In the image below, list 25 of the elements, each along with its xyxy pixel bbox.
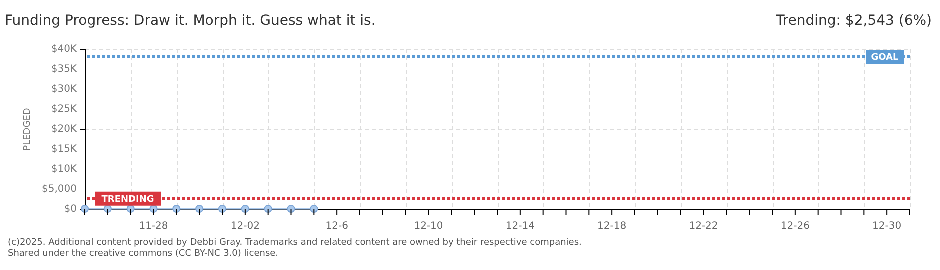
ref-line-label: GOAL <box>871 53 900 63</box>
x-tick-label: 12-02 <box>230 221 260 232</box>
x-tick-label: 12-30 <box>872 221 902 232</box>
y-tick-label: $40K <box>51 44 78 55</box>
x-tick-label: 12-22 <box>689 221 718 232</box>
y-tick-label: $5,000 <box>42 184 77 195</box>
text: Shared under the creative commons (CC BY-NC 3.0) license. <box>8 249 279 259</box>
x-tick-label: 12-18 <box>598 221 627 232</box>
y-tick-label: $35K <box>51 64 78 75</box>
x-tick-label: 12-26 <box>780 221 810 232</box>
y-tick-label: $0 <box>64 204 77 215</box>
x-tick-label: 11-28 <box>139 221 168 232</box>
y-tick-label: $25K <box>51 104 78 115</box>
ref-line-label: TRENDING <box>102 194 154 205</box>
y-tick-label: $10K <box>51 164 78 175</box>
chart-subtitle: Trending: $2,543 (6%) <box>775 13 932 29</box>
x-tick-label: 12-10 <box>414 221 444 232</box>
text: (c)2025. Additional content provided by Debbi Gray. Trademarks and related content are owned by their respective companies. <box>8 238 582 248</box>
y-tick-label: $20K <box>51 124 78 135</box>
chart-title: Funding Progress: Draw it. Morph it. Guess what it is. <box>5 13 376 29</box>
y-tick-label: $30K <box>51 84 78 95</box>
y-axis-title: PLEDGED <box>23 108 33 151</box>
y-tick-label: $15K <box>51 144 78 155</box>
x-tick-label: 12-6 <box>326 221 348 232</box>
x-tick-label: 12-14 <box>506 221 535 232</box>
